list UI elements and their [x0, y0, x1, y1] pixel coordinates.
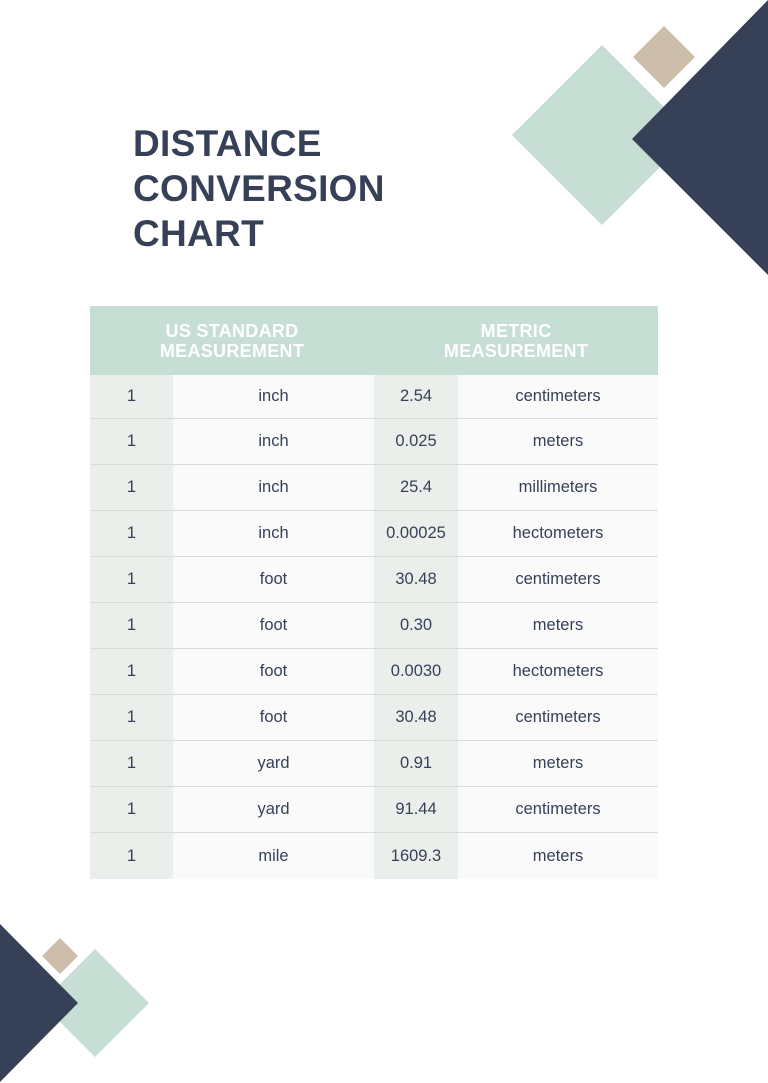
metric-unit-cell: meters	[458, 740, 658, 787]
title-line-1: DISTANCE	[133, 123, 322, 164]
conversion-table: US STANDARD MEASUREMENT METRIC MEASUREME…	[90, 306, 658, 879]
us-quantity-cell: 1	[90, 375, 173, 419]
us-quantity-cell: 1	[90, 556, 173, 603]
table-header-row: US STANDARD MEASUREMENT METRIC MEASUREME…	[90, 306, 658, 375]
us-quantity-cell: 1	[90, 464, 173, 511]
metric-value-cell: 0.025	[374, 418, 458, 465]
metric-value-cell: 91.44	[374, 786, 458, 833]
us-unit-cell: foot	[173, 694, 374, 741]
us-quantity-cell: 1	[90, 602, 173, 649]
table-row: 1 yard 0.91 meters	[90, 740, 658, 787]
table-row: 1 inch 25.4 millimeters	[90, 464, 658, 511]
table-body: 1 inch 2.54 centimeters 1 inch 0.025 met…	[90, 375, 658, 879]
metric-unit-cell: hectometers	[458, 510, 658, 557]
us-quantity-cell: 1	[90, 510, 173, 557]
navy-triangle-top	[632, 0, 768, 275]
us-unit-cell: foot	[173, 556, 374, 603]
metric-unit-cell: centimeters	[458, 786, 658, 833]
us-unit-cell: inch	[173, 418, 374, 465]
us-unit-cell: inch	[173, 510, 374, 557]
table-row: 1 inch 0.025 meters	[90, 418, 658, 465]
metric-unit-cell: hectometers	[458, 648, 658, 695]
us-unit-cell: foot	[173, 648, 374, 695]
title-line-2: CONVERSION	[133, 168, 385, 209]
header-metric: METRIC MEASUREMENT	[374, 306, 658, 375]
page-title: DISTANCE CONVERSION CHART	[133, 121, 553, 256]
metric-value-cell: 30.48	[374, 556, 458, 603]
conversion-table-container: US STANDARD MEASUREMENT METRIC MEASUREME…	[90, 306, 658, 879]
us-quantity-cell: 1	[90, 418, 173, 465]
tan-diamond-top	[633, 26, 695, 88]
us-unit-cell: yard	[173, 740, 374, 787]
metric-value-cell: 2.54	[374, 375, 458, 419]
metric-unit-cell: meters	[458, 602, 658, 649]
navy-triangle-bottom	[0, 924, 78, 1082]
table-row: 1 foot 0.30 meters	[90, 602, 658, 649]
us-quantity-cell: 1	[90, 740, 173, 787]
table-row: 1 mile 1609.3 meters	[90, 832, 658, 879]
us-unit-cell: foot	[173, 602, 374, 649]
us-unit-cell: yard	[173, 786, 374, 833]
metric-value-cell: 0.00025	[374, 510, 458, 557]
mint-diamond-bottom	[41, 949, 149, 1057]
title-line-3: CHART	[133, 213, 264, 254]
mint-diamond-top	[512, 45, 692, 225]
table-row: 1 foot 30.48 centimeters	[90, 694, 658, 741]
metric-value-cell: 30.48	[374, 694, 458, 741]
metric-unit-cell: centimeters	[458, 375, 658, 419]
table-row: 1 inch 0.00025 hectometers	[90, 510, 658, 557]
table-row: 1 inch 2.54 centimeters	[90, 375, 658, 419]
metric-unit-cell: millimeters	[458, 464, 658, 511]
table-row: 1 yard 91.44 centimeters	[90, 786, 658, 833]
us-unit-cell: inch	[173, 375, 374, 419]
table-row: 1 foot 30.48 centimeters	[90, 556, 658, 603]
metric-value-cell: 0.30	[374, 602, 458, 649]
us-quantity-cell: 1	[90, 648, 173, 695]
header-us-standard-line-1: US STANDARD	[165, 320, 299, 341]
header-us-standard: US STANDARD MEASUREMENT	[90, 306, 374, 375]
header-metric-line-2: MEASUREMENT	[443, 340, 589, 361]
metric-value-cell: 25.4	[374, 464, 458, 511]
us-quantity-cell: 1	[90, 832, 173, 879]
metric-unit-cell: meters	[458, 832, 658, 879]
us-unit-cell: mile	[173, 832, 374, 879]
us-quantity-cell: 1	[90, 786, 173, 833]
metric-value-cell: 0.0030	[374, 648, 458, 695]
us-unit-cell: inch	[173, 464, 374, 511]
metric-value-cell: 1609.3	[374, 832, 458, 879]
metric-unit-cell: centimeters	[458, 556, 658, 603]
metric-value-cell: 0.91	[374, 740, 458, 787]
metric-unit-cell: meters	[458, 418, 658, 465]
us-quantity-cell: 1	[90, 694, 173, 741]
header-metric-line-1: METRIC	[480, 320, 552, 341]
metric-unit-cell: centimeters	[458, 694, 658, 741]
table-row: 1 foot 0.0030 hectometers	[90, 648, 658, 695]
tan-diamond-bottom	[42, 938, 78, 974]
header-us-standard-line-2: MEASUREMENT	[159, 340, 305, 361]
